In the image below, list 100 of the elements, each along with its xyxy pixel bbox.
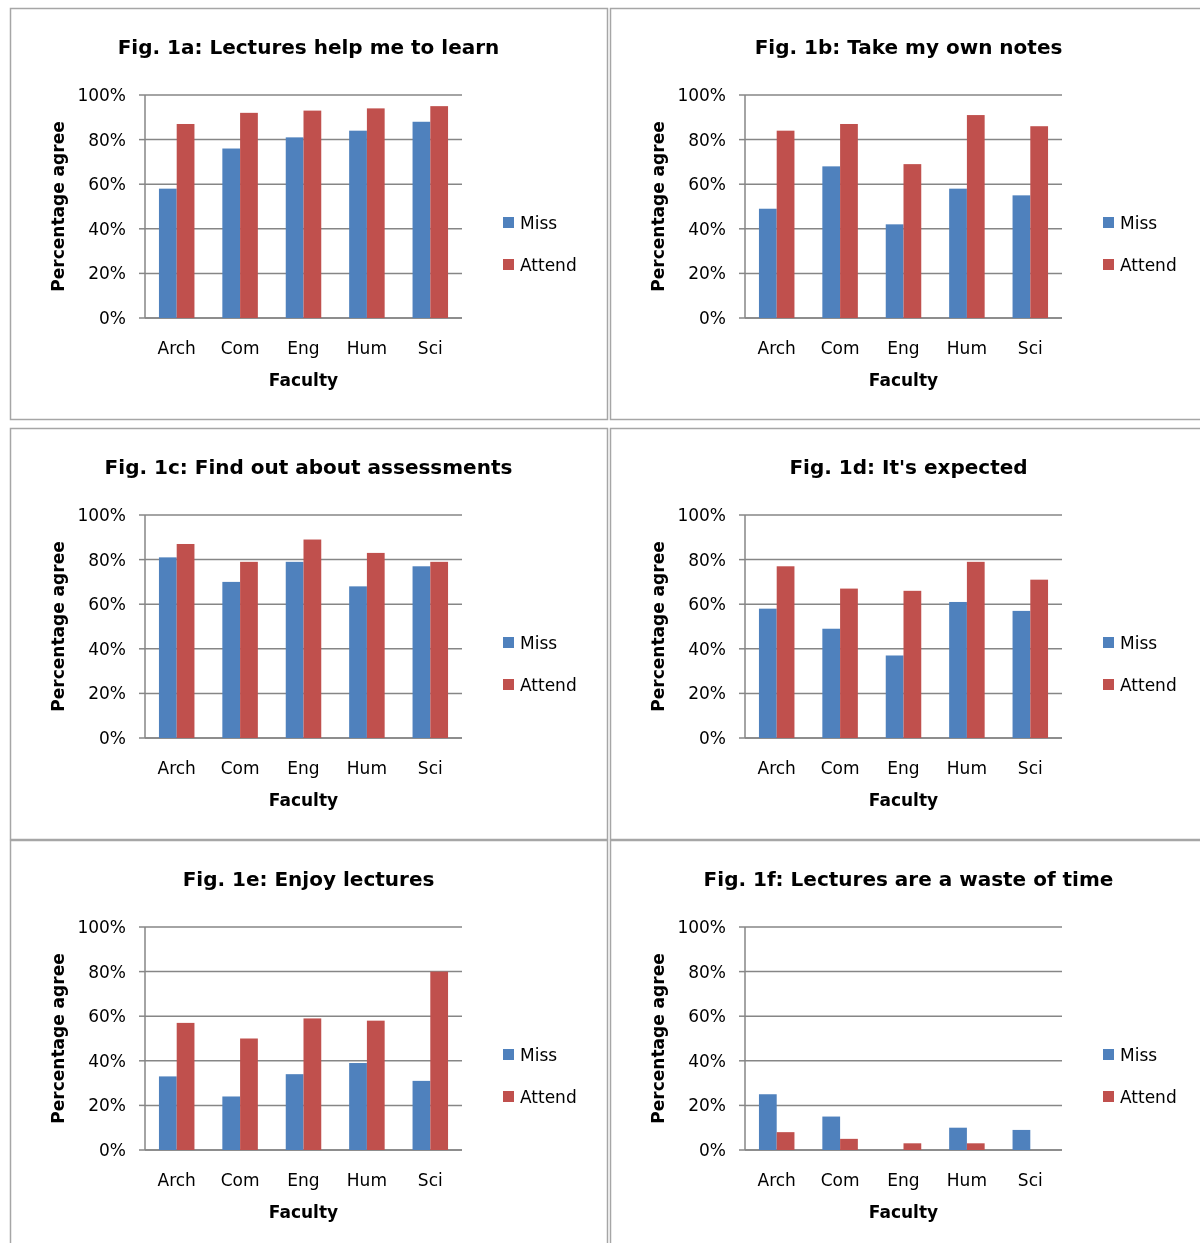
bar (903, 590, 922, 738)
bar (840, 588, 858, 738)
y-tick-label: 100% (677, 504, 726, 525)
y-tick-label: 60% (88, 174, 126, 195)
bar (158, 188, 177, 318)
bar (349, 1063, 367, 1150)
y-tick-label: 40% (88, 218, 126, 239)
bar (840, 123, 858, 318)
bar (822, 628, 841, 738)
bar (776, 1132, 795, 1150)
bar (822, 166, 841, 318)
y-tick-label: 20% (88, 263, 126, 284)
bar (430, 971, 449, 1150)
y-tick-label: 0% (699, 1139, 726, 1160)
bar (285, 137, 304, 318)
bar (1030, 579, 1049, 738)
x-tick-label: Arch (157, 1170, 196, 1190)
y-tick-label: 40% (88, 638, 126, 659)
bar (949, 188, 967, 318)
y-axis-title: Percentage agree (48, 953, 68, 1124)
y-tick-label: 60% (88, 594, 126, 615)
x-tick-label: Eng (887, 1170, 920, 1190)
x-tick-label: Sci (417, 338, 443, 358)
legend-label: Miss (520, 1044, 558, 1065)
y-tick-label: 40% (688, 1050, 726, 1071)
bar (176, 123, 195, 318)
x-tick-label: Arch (757, 338, 796, 358)
x-axis-title: Faculty (868, 1202, 939, 1222)
bar (758, 608, 777, 738)
bar (349, 586, 367, 738)
chart-title: Fig. 1d: It's expected (789, 455, 1028, 479)
x-tick-label: Com (820, 758, 860, 778)
legend-label: Attend (1120, 254, 1177, 275)
legend-label: Miss (520, 212, 558, 233)
x-axis-title: Faculty (268, 370, 339, 390)
x-tick-label: Eng (287, 758, 320, 778)
y-tick-label: 100% (77, 84, 126, 105)
y-tick-label: 60% (688, 1006, 726, 1027)
legend-label: Attend (1120, 674, 1177, 695)
x-axis-title: Faculty (268, 790, 339, 810)
x-axis-title: Faculty (868, 370, 939, 390)
chart-title: Fig. 1a: Lectures help me to learn (117, 35, 500, 59)
bar (222, 1096, 241, 1150)
bar (822, 1116, 841, 1150)
legend-label: Attend (520, 1086, 577, 1107)
bar (758, 208, 777, 318)
y-tick-label: 80% (88, 549, 126, 570)
bar (903, 164, 922, 318)
x-tick-label: Hum (346, 338, 387, 358)
x-tick-label: Com (220, 1170, 260, 1190)
bar (885, 224, 904, 318)
x-tick-label: Hum (346, 1170, 387, 1190)
x-tick-label: Sci (417, 1170, 443, 1190)
legend-label: Miss (1120, 212, 1158, 233)
x-axis-title: Faculty (868, 790, 939, 810)
bar (949, 1127, 967, 1150)
x-tick-label: Hum (946, 338, 987, 358)
bar (366, 108, 385, 318)
bar (176, 1022, 195, 1150)
y-tick-label: 80% (688, 129, 726, 150)
y-tick-label: 40% (688, 218, 726, 239)
chart-title: Fig. 1f: Lectures are a waste of time (703, 867, 1114, 891)
y-tick-label: 80% (88, 129, 126, 150)
x-tick-label: Eng (887, 338, 920, 358)
y-tick-label: 80% (688, 549, 726, 570)
y-axis-title: Percentage agree (48, 121, 68, 292)
x-axis-title: Faculty (268, 1202, 339, 1222)
bar (903, 1143, 922, 1150)
y-tick-label: 0% (99, 727, 126, 748)
x-tick-label: Hum (946, 1170, 987, 1190)
y-tick-label: 100% (77, 504, 126, 525)
y-tick-label: 60% (88, 1006, 126, 1027)
chart-title: Fig. 1c: Find out about assessments (104, 455, 513, 479)
bar (966, 1143, 985, 1150)
y-tick-label: 0% (99, 1139, 126, 1160)
bar (776, 566, 795, 738)
bar (240, 561, 258, 738)
x-tick-label: Com (220, 758, 260, 778)
bar (366, 1020, 385, 1150)
bar (1030, 126, 1049, 318)
y-tick-label: 20% (688, 1095, 726, 1116)
x-tick-label: Arch (757, 758, 796, 778)
bar (222, 148, 241, 318)
y-tick-label: 20% (688, 683, 726, 704)
x-tick-label: Eng (287, 338, 320, 358)
bar (349, 130, 367, 318)
bar (1012, 195, 1031, 318)
y-tick-label: 40% (88, 1050, 126, 1071)
y-tick-label: 0% (699, 307, 726, 328)
chart-title: Fig. 1b: Take my own notes (754, 35, 1063, 59)
legend-label: Miss (1120, 1044, 1158, 1065)
legend-label: Attend (520, 254, 577, 275)
x-tick-label: Eng (287, 1170, 320, 1190)
bar (158, 557, 177, 738)
bar (966, 561, 985, 738)
x-tick-label: Com (820, 338, 860, 358)
y-tick-label: 60% (688, 594, 726, 615)
bar (966, 115, 985, 318)
x-tick-label: Arch (157, 338, 196, 358)
bar (430, 561, 449, 738)
